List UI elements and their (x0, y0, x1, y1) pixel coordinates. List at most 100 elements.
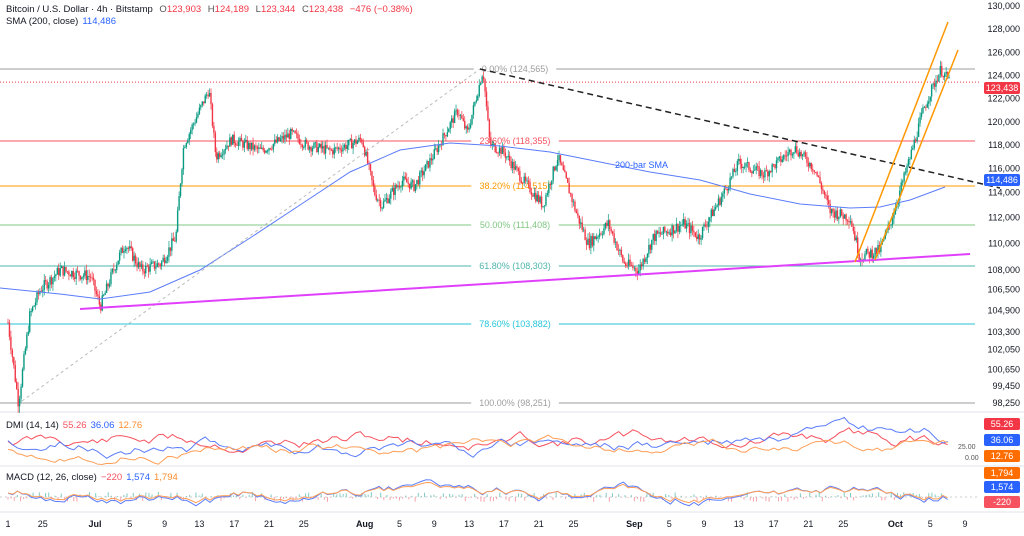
candle-body (635, 267, 637, 272)
y-tick-label: 122,000 (987, 94, 1020, 104)
candle-body (37, 292, 40, 295)
candle-body (616, 241, 618, 251)
candle-body (40, 290, 43, 292)
candle-body (365, 152, 367, 156)
candle-body (382, 201, 385, 208)
candle-body (459, 115, 462, 117)
candle-body (530, 192, 533, 195)
candle-body (307, 142, 309, 150)
candle-body (277, 137, 279, 143)
candle-body (378, 199, 380, 201)
candle-body (369, 164, 372, 172)
candle-body (578, 215, 580, 224)
candle-body (925, 107, 927, 109)
candle-body (361, 139, 363, 143)
candle-body (456, 109, 459, 115)
candle-body (685, 223, 688, 229)
candle-body (130, 246, 132, 249)
x-tick-label: 21 (803, 519, 813, 529)
candle-body (658, 232, 660, 234)
candle-body (880, 243, 882, 253)
candle-body (488, 119, 491, 138)
x-tick-label: 5 (928, 519, 933, 529)
candle-body (239, 137, 241, 142)
candle-body (326, 145, 328, 149)
fib-label: 78.60% (103,882) (479, 319, 551, 329)
candle-body (835, 210, 837, 218)
candle-body (923, 107, 926, 109)
candle-body (532, 194, 534, 197)
x-tick-label: Aug (356, 519, 374, 529)
candle-body (646, 253, 649, 258)
candle-body (314, 142, 317, 144)
candle-body (62, 266, 64, 276)
candle-body (313, 142, 315, 149)
candle-body (7, 322, 9, 324)
candle-body (501, 146, 504, 154)
candle-body (469, 124, 472, 128)
candle-body (867, 248, 869, 252)
candle-body (271, 149, 273, 150)
macd-hist-badge: -220 (984, 496, 1020, 508)
candle-body (384, 199, 386, 202)
candle-body (23, 354, 25, 370)
candle-body (694, 232, 696, 237)
candle-body (201, 101, 203, 105)
candle-body (371, 171, 373, 181)
candle-body (901, 181, 904, 183)
candle-body (179, 183, 182, 196)
candle-body (282, 135, 285, 140)
candle-body (758, 166, 760, 177)
candle-body (536, 194, 538, 202)
candle-body (603, 228, 605, 235)
candle-body (768, 171, 770, 177)
candle-body (420, 170, 422, 173)
candle-body (645, 257, 647, 262)
candle-body (358, 137, 360, 142)
candle-body (184, 146, 186, 149)
candle-body (874, 247, 876, 256)
candle-body (471, 114, 473, 125)
candle-body (266, 150, 269, 152)
candle-body (939, 66, 942, 75)
candle-body (546, 193, 549, 195)
x-tick-label: 25 (38, 519, 48, 529)
candle-body (379, 200, 382, 209)
y-tick-label: 126,000 (987, 47, 1020, 57)
candle-body (30, 311, 32, 312)
candle-body (784, 155, 786, 157)
candle-body (301, 144, 304, 148)
candle-body (323, 146, 325, 154)
candle-body (656, 230, 659, 234)
candle-body (116, 264, 118, 270)
candle-body (346, 145, 348, 150)
candle-body (407, 182, 409, 184)
channel-upper-line (854, 21, 949, 263)
candle-body (770, 171, 772, 173)
candle-body (619, 249, 621, 251)
candle-body (785, 155, 788, 157)
candle-body (72, 271, 74, 278)
candle-body (339, 147, 341, 150)
candle-body (888, 225, 891, 226)
candle-body (448, 128, 450, 133)
candle-body (442, 133, 444, 146)
candle-body (900, 182, 902, 191)
candle-body (845, 214, 847, 221)
candle-body (330, 149, 333, 151)
candle-body (539, 196, 541, 203)
y-tick-label: 118,000 (988, 140, 1020, 150)
candle-body (385, 198, 388, 200)
candle-body (755, 166, 757, 170)
candle-body (91, 277, 93, 279)
candle-body (799, 151, 801, 157)
candle-body (696, 236, 698, 240)
candle-body (820, 182, 823, 190)
candle-body (729, 177, 731, 188)
adx-badge: 12.76 (984, 450, 1020, 462)
candle-body (736, 160, 739, 171)
candle-body (317, 147, 319, 153)
candle-body (174, 240, 176, 242)
candle-body (234, 143, 237, 145)
